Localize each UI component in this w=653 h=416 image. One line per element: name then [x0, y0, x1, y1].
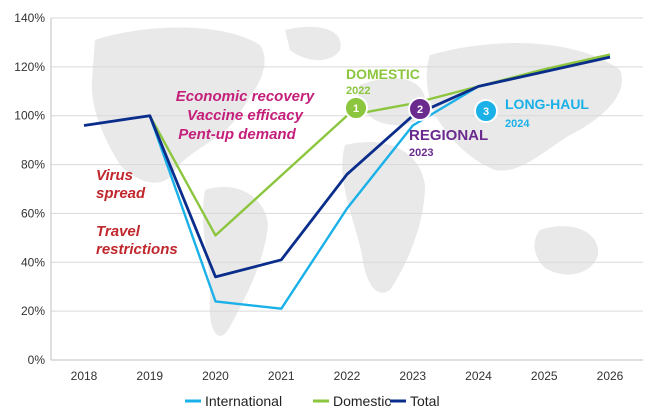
series-line-total — [83, 55, 611, 279]
y-tick-label: 40% — [21, 255, 45, 269]
phase-number: 3 — [483, 106, 489, 118]
x-tick-label: 2026 — [597, 369, 624, 383]
annotation-text: Virus — [96, 167, 133, 184]
annotation-text: restrictions — [96, 241, 178, 258]
legend-label: International — [205, 393, 282, 409]
x-tick-label: 2021 — [268, 369, 295, 383]
annotation-text: Vaccine efficacy — [187, 107, 304, 124]
phase-markers: 1 DOMESTIC 2022 2 REGIONAL 2023 3 LONG-HAUL 2024 — [344, 66, 589, 159]
x-tick-label: 2022 — [334, 369, 361, 383]
y-tick-label: 60% — [21, 206, 45, 220]
phase-label: LONG-HAUL — [505, 96, 589, 112]
y-tick-label: 20% — [21, 304, 45, 318]
y-tick-label: 100% — [14, 109, 45, 123]
legend-item-domestic: Domestic — [313, 393, 391, 409]
phase-year: 2024 — [505, 118, 530, 130]
legend-item-international: International — [185, 393, 282, 409]
y-tick-label: 0% — [28, 353, 46, 367]
phase-year: 2022 — [346, 85, 370, 97]
legend: International Domestic Total — [185, 393, 440, 409]
phase-circle — [408, 97, 432, 121]
x-tick-label: 2025 — [531, 369, 558, 383]
phase-number: 2 — [417, 104, 423, 116]
annotation-text: Travel — [96, 223, 141, 240]
legend-item-total: Total — [390, 393, 440, 409]
phase-circle — [474, 99, 498, 123]
annotation-text: Pent-up demand — [178, 126, 296, 143]
annotation-text: Economic recovery — [176, 88, 315, 105]
x-tick-label: 2024 — [465, 369, 492, 383]
legend-label: Total — [410, 393, 440, 409]
phase-marker-domestic: 1 DOMESTIC 2022 — [344, 66, 420, 120]
legend-label: Domestic — [333, 393, 391, 409]
x-tick-label: 2023 — [399, 369, 426, 383]
x-tick-label: 2018 — [71, 369, 98, 383]
phase-circle — [344, 96, 368, 120]
phase-label: REGIONAL — [409, 127, 488, 144]
phase-label: DOMESTIC — [346, 66, 420, 82]
annotation-text: spread — [96, 185, 146, 202]
phase-year: 2023 — [409, 147, 433, 159]
y-tick-label: 140% — [14, 11, 45, 25]
gridlines — [50, 17, 643, 361]
y-tick-label: 80% — [21, 158, 45, 172]
phase-marker-regional: 2 REGIONAL 2023 — [408, 97, 488, 159]
y-tick-label: 120% — [14, 60, 45, 74]
x-tick-label: 2019 — [136, 369, 163, 383]
phase-marker-long-haul: 3 LONG-HAUL 2024 — [474, 96, 589, 130]
y-axis: 0% 20% 40% 60% 80% 100% 120% 140% — [14, 11, 45, 367]
x-tick-label: 2020 — [202, 369, 229, 383]
x-axis: 2018 2019 2020 2021 2022 2023 2024 2025 2026 — [71, 369, 624, 383]
phase-number: 1 — [353, 103, 359, 115]
